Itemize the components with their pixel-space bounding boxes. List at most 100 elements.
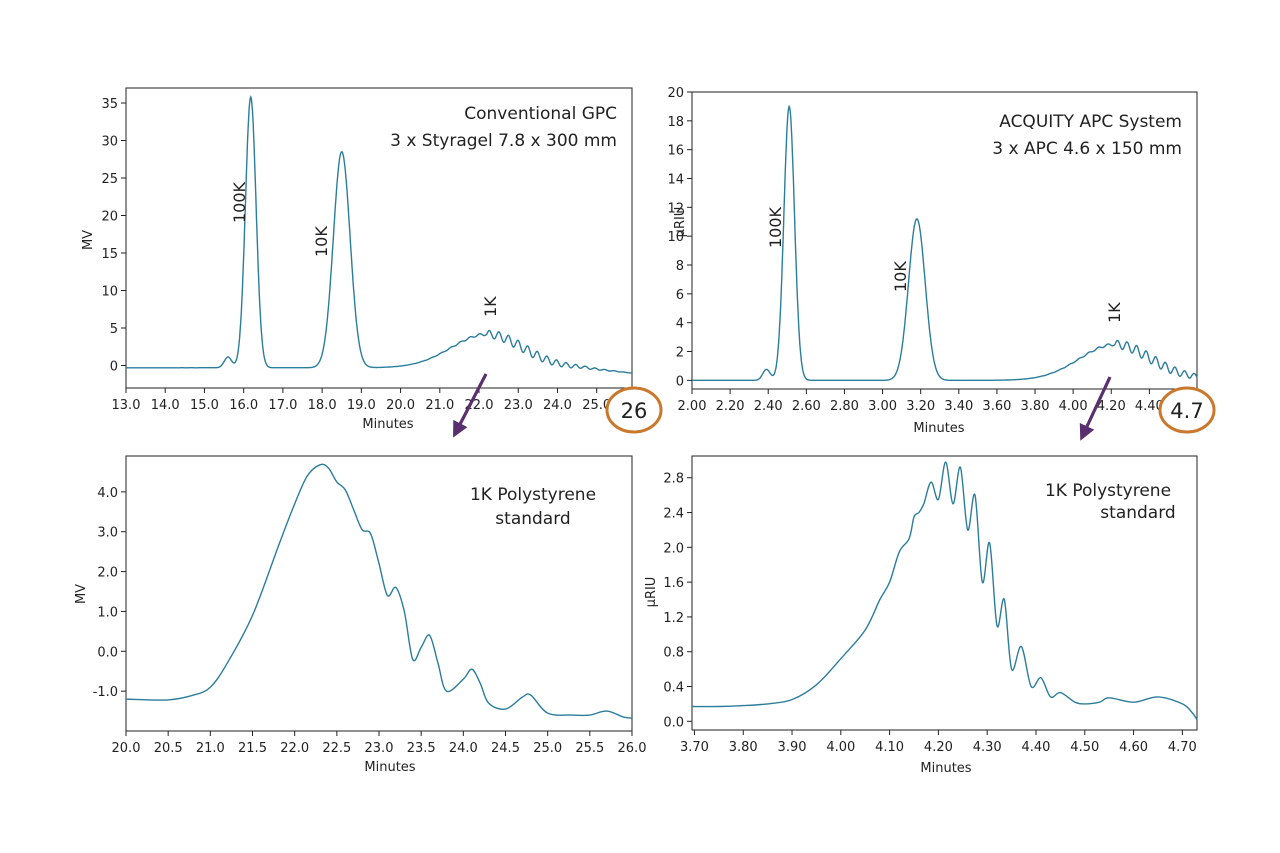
zoom-arrow	[453, 373, 488, 438]
x-tick-label: 4.00	[826, 740, 855, 755]
x-axis-label: Minutes	[364, 760, 415, 775]
x-tick-label: 13.0	[112, 398, 141, 413]
panel-top-right: 2.00 2.20 2.40 2.60 2.80 3.00 3.20 3.40 3.60 3.80…	[667, 86, 1216, 441]
x-tick-label: 20.0	[112, 741, 141, 756]
y-tick-label: 2.0	[97, 566, 118, 581]
y-tick-label: 1.2	[663, 611, 684, 626]
y-tick-label: 1.0	[97, 605, 118, 620]
x-tick-label: 4.40	[1022, 740, 1051, 755]
plot-frame	[125, 87, 633, 389]
x-tick-label: 14.0	[151, 398, 180, 413]
x-tick-label: 3.80	[729, 740, 758, 755]
y-tick-label: -1.0	[93, 685, 118, 700]
y-tick-label: 30	[101, 135, 118, 150]
plot-frame	[691, 455, 1198, 731]
x-tick-label: 3.40	[944, 399, 973, 414]
x-tick-label: 25.0	[533, 741, 562, 756]
y-tick-label: 2.8	[663, 472, 684, 487]
y-tick-label: 4.0	[97, 486, 118, 501]
y-tick-label: 15	[101, 247, 118, 262]
y-tick-label: 18	[667, 115, 684, 130]
chart-title-line-2: standard	[495, 509, 570, 529]
tick-group: 3.70 3.80 3.90 4.00 4.10 4.20 4.30 4.40 4.50 4.60…	[663, 472, 1197, 755]
x-tick-label: 4.20	[1097, 399, 1126, 414]
x-tick-label: 19.0	[347, 398, 376, 413]
y-tick-label: 5	[110, 322, 118, 337]
peak-label-10k: 10K	[891, 261, 910, 292]
chart-title-line-1: 1K Polystyrene	[470, 485, 596, 505]
x-tick-label: 2.20	[716, 399, 745, 414]
x-tick-label: 4.20	[924, 740, 953, 755]
y-tick-label: 10	[101, 285, 118, 300]
peak-label-100k: 100K	[766, 206, 785, 248]
y-tick-label: 3.0	[97, 526, 118, 541]
callout-value: 4.7	[1170, 399, 1203, 423]
x-tick-label: 23.0	[504, 398, 533, 413]
chromatogram-trace	[691, 461, 1198, 720]
x-tick-label: 2.40	[754, 399, 783, 414]
chart-title-line-2: standard	[1100, 503, 1175, 523]
y-tick-label: 8	[676, 259, 684, 274]
x-tick-label: 4.70	[1168, 740, 1197, 755]
y-tick-label: 0.0	[663, 715, 684, 730]
x-tick-label: 2.00	[678, 399, 707, 414]
y-tick-label: 6	[676, 288, 684, 303]
chromatogram-trace	[125, 463, 633, 719]
callout-circle	[605, 386, 663, 434]
y-tick-label: 0.4	[663, 681, 684, 696]
y-tick-label: 0	[110, 360, 118, 375]
x-tick-label: 24.0	[449, 741, 478, 756]
chromatogram-trace	[126, 95, 632, 374]
x-tick-label: 3.70	[680, 740, 709, 755]
x-tick-label: 25.5	[575, 741, 604, 756]
x-tick-label: 17.0	[268, 398, 297, 413]
y-tick-label: 4	[676, 317, 684, 332]
panel-bottom-left: 20.0 20.5 21.0 21.5 22.0 22.5 23.0 23.5 24.0 24.5…	[74, 455, 647, 775]
y-tick-label: 12	[667, 201, 684, 216]
plot-frame	[691, 91, 1198, 390]
x-tick-label: 16.0	[229, 398, 258, 413]
y-tick-label: 0	[676, 374, 684, 389]
x-tick-label: 23.5	[407, 741, 436, 756]
x-axis-label: Minutes	[362, 417, 413, 432]
y-tick-label: 2.4	[663, 507, 684, 522]
y-tick-label: 2.0	[663, 541, 684, 556]
x-tick-label: 4.50	[1070, 740, 1099, 755]
x-tick-label: 24.5	[491, 741, 520, 756]
x-tick-label: 3.00	[868, 399, 897, 414]
tick-group: 2.00 2.20 2.40 2.60 2.80 3.00 3.20 3.40 3.60 3.80…	[667, 86, 1163, 414]
y-tick-label: 35	[101, 97, 118, 112]
chart-title-line-1: 1K Polystyrene	[1045, 481, 1171, 501]
x-tick-label: 20.5	[154, 741, 183, 756]
y-axis-label: µRIU	[644, 577, 659, 608]
chart-title-line-1: ACQUITY APC System	[999, 112, 1182, 132]
y-axis-label: MV	[74, 584, 89, 604]
x-tick-label: 3.90	[778, 740, 807, 755]
y-tick-label: 25	[101, 172, 118, 187]
x-tick-label: 4.30	[973, 740, 1002, 755]
x-tick-label: 21.0	[196, 741, 225, 756]
peak-label-10k: 10K	[312, 226, 331, 257]
callout-value: 26	[621, 399, 648, 423]
tick-group: 20.0 20.5 21.0 21.5 22.0 22.5 23.0 23.5 24.0 24.5…	[93, 486, 647, 756]
x-tick-label: 24.0	[543, 398, 572, 413]
y-tick-label: 0.0	[97, 645, 118, 660]
x-tick-label: 20.0	[386, 398, 415, 413]
x-tick-label: 26.0	[618, 741, 647, 756]
x-tick-label: 4.10	[875, 740, 904, 755]
x-tick-label: 4.40	[1135, 399, 1164, 414]
peak-label-1k: 1K	[481, 296, 500, 317]
x-tick-label: 3.80	[1021, 399, 1050, 414]
x-tick-label: 2.60	[792, 399, 821, 414]
x-tick-label: 22.0	[280, 741, 309, 756]
y-axis-label: µRIU	[673, 207, 688, 238]
y-tick-label: 20	[101, 210, 118, 225]
zoom-arrow	[1079, 376, 1112, 441]
x-tick-label: 3.20	[906, 399, 935, 414]
panel-bottom-right: 3.70 3.80 3.90 4.00 4.10 4.20 4.30 4.40 4.50 4.60…	[644, 455, 1198, 776]
y-tick-label: 10	[667, 230, 684, 245]
x-tick-label: 23.0	[365, 741, 394, 756]
x-tick-label: 4.00	[1059, 399, 1088, 414]
x-tick-label: 3.60	[982, 399, 1011, 414]
